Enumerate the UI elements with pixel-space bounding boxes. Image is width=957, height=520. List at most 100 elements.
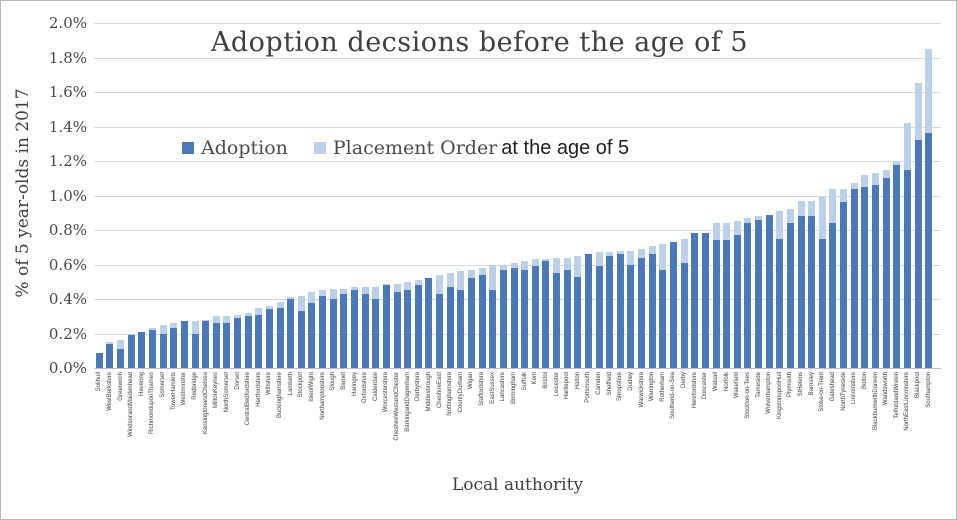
x-category-label: Stockport <box>298 372 305 398</box>
x-category-label: Blackpool <box>915 372 922 399</box>
bar-adoption-Barnsley <box>808 216 816 368</box>
x-category-label: EastSussex <box>489 372 496 404</box>
bar-adoption-Stockton-on-Tees <box>744 223 752 368</box>
x-category-label: Suffolk <box>521 372 528 391</box>
bar-placement-Wakefield <box>733 221 741 236</box>
bar-placement-Calderdale <box>372 286 380 299</box>
x-category-label: Westminster <box>181 372 188 406</box>
y-axis-tick-labels: 2.0% 1.8% 1.6% 1.4% 1.2% 1.0% 0.8% 0.6% 0.4% 0.2%… <box>1 14 87 377</box>
bar-placement-Wandsworth <box>882 169 890 179</box>
bar-adoption-Gateshead <box>829 223 837 368</box>
bar-adoption-KingstonuponHull <box>776 238 784 368</box>
bar-adoption-Haringey <box>351 290 358 368</box>
x-category-label: RichmonduponThames <box>149 372 156 435</box>
bar-placement-StHelens <box>797 200 805 217</box>
x-category-label: Southend-on-Sea <box>670 372 677 420</box>
x-category-label: Oxfordshire <box>362 372 369 404</box>
plot-gridlines <box>94 23 941 369</box>
bar-placement-IsleofWight <box>308 292 316 303</box>
x-category-label: TowerHamlets <box>170 372 177 411</box>
x-category-label: Stockton-on-Tees <box>744 372 751 419</box>
x-category-label: Lancashire <box>500 372 507 402</box>
bar-placement-Oxfordshire <box>361 286 369 294</box>
bar-placement-Blackpool <box>914 83 922 141</box>
bar-adoption-Hartlepool <box>563 269 571 368</box>
bar-placement-Norfolk <box>723 223 731 241</box>
bar-adoption-TowerHamlets <box>170 328 178 368</box>
x-category-label: Buckinghamshire <box>277 372 284 419</box>
bar-adoption-CheshireWestandChester <box>393 292 401 368</box>
bar-adoption-Kent <box>531 266 539 368</box>
bar-adoption-Redbridge <box>191 333 199 368</box>
gridline <box>94 161 941 162</box>
x-category-label: Derbyshire <box>415 372 422 402</box>
x-category-label: Derby <box>681 372 688 389</box>
x-category-label: Norfolk <box>723 372 730 392</box>
x-category-label: Northamptonshire <box>319 372 326 420</box>
x-category-label: Herefordshire <box>691 372 698 409</box>
y-tick-label: 1.6% <box>48 83 87 101</box>
bar-placement-Buckinghamshire <box>276 302 284 308</box>
x-category-label: IsleofWight <box>308 372 315 402</box>
bar-placement-Kent <box>531 259 539 267</box>
x-category-label: Plymouth <box>787 372 794 398</box>
bar-adoption-NorthTyneside <box>840 202 848 368</box>
x-category-label: Middlesbrough <box>425 372 432 412</box>
x-category-label: Wakefield <box>734 372 741 399</box>
x-category-label: CheshireWestandChester <box>394 372 401 441</box>
bar-adoption-Nottinghamshire <box>446 286 454 368</box>
x-category-label: Dudley <box>627 372 634 391</box>
y-tick-label: 0.6% <box>48 255 87 274</box>
bar-adoption-Birmingham <box>510 268 518 368</box>
bar-adoption-Northamptonshire <box>319 295 327 368</box>
x-category-label: Wigan <box>468 372 475 390</box>
bar-adoption-Solihull <box>95 352 103 368</box>
bar-adoption-Buckinghamshire <box>276 307 284 368</box>
y-tick-label: 0.8% <box>48 221 87 239</box>
x-category-label: MiltonKeynes <box>213 372 220 409</box>
x-category-label: NorthSomerset <box>223 372 230 413</box>
gridline <box>94 230 941 231</box>
bar-placement-WindsorandMaidenhead <box>127 333 135 336</box>
bar-placement-Derbyshire <box>414 280 422 286</box>
bar-adoption-EastSussex <box>489 290 497 368</box>
legend-label-adoption: Adoption <box>201 137 288 159</box>
bar-placement-Warrington <box>648 245 656 255</box>
bar-placement-Leicester <box>553 257 561 274</box>
legend-label-placement: Placement Order <box>332 137 498 159</box>
bar-adoption-NorthEastLincolnshire <box>903 169 911 368</box>
x-axis-title: Local authority <box>451 475 584 495</box>
bar-adoption-Calderdale <box>372 299 380 368</box>
bar-placement-CentralBedfordshire <box>244 312 252 317</box>
y-tick-label: 1.2% <box>48 152 87 170</box>
bar-adoption-Camden <box>595 266 603 368</box>
bar-placement-Barnsley <box>808 200 816 217</box>
bar-placement-KingstonuponHull <box>776 211 784 239</box>
bar-adoption-NorthSomerset <box>223 323 231 368</box>
bar-adoption-Bristol <box>542 261 550 368</box>
bar-placement-Lambeth <box>287 297 295 299</box>
x-category-label: Wandsworth <box>883 372 890 406</box>
bar-adoption-Worcestershire <box>382 285 390 368</box>
bar-adoption-Oxfordshire <box>361 293 369 368</box>
bar-adoption-Warrington <box>648 254 656 368</box>
x-category-label: Lambeth <box>287 372 294 396</box>
y-tick-label: 0.2% <box>48 324 87 343</box>
x-category-label: Hertfordshire <box>255 372 262 407</box>
x-category-label: Shropshire <box>617 372 624 402</box>
bar-placement-Camden <box>595 252 603 267</box>
bar-adoption-Walsall <box>712 240 720 368</box>
x-category-label: Greenwich <box>117 372 124 401</box>
bar-placement-Northamptonshire <box>319 290 327 296</box>
bar-adoption-Wolverhampton <box>765 214 773 368</box>
legend-swatch-placement-icon <box>313 142 326 154</box>
x-category-label: BarkingandDagenham <box>404 372 411 432</box>
bar-placement-Suffolk <box>521 261 529 270</box>
x-category-label: Gateshead <box>829 372 836 402</box>
bar-placement-Birmingham <box>510 262 518 268</box>
bar-adoption-Greenwich <box>117 349 125 368</box>
bar-placement-Wiltshire <box>265 305 273 310</box>
bar-placement-Nottinghamshire <box>446 273 454 287</box>
bar-placement-NorthEastLincolnshire <box>903 123 911 170</box>
bar-placement-Stockton-on-Tees <box>744 217 752 224</box>
